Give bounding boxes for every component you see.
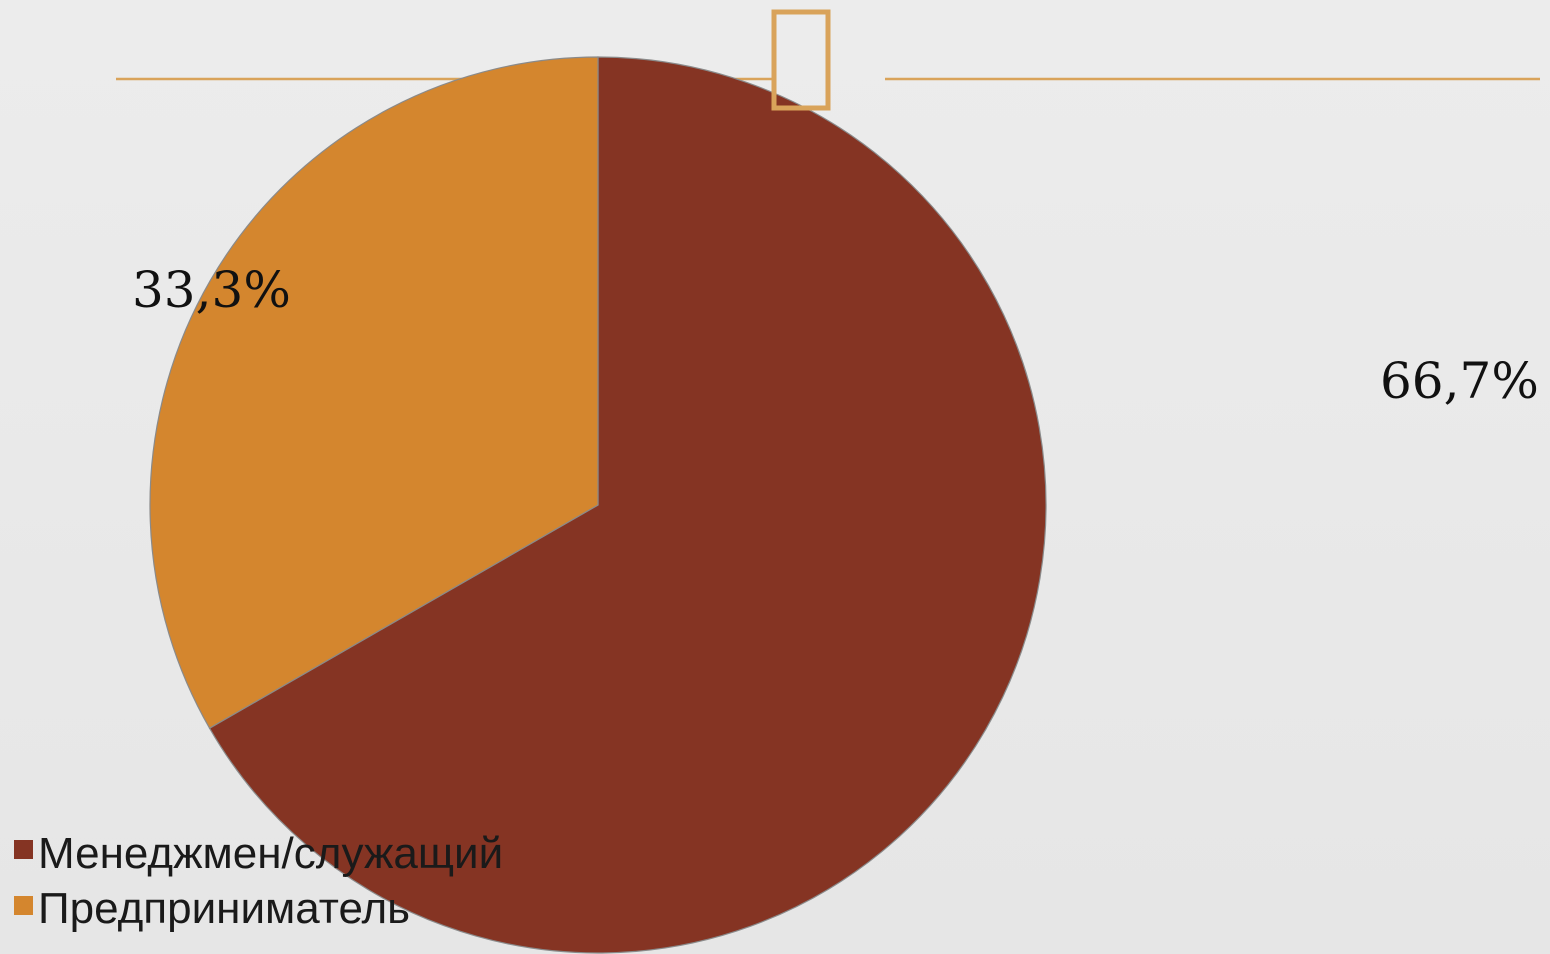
legend-label-entrepreneur: Предприниматель bbox=[38, 884, 410, 933]
slice-label-entrepreneur: 33,3% bbox=[132, 261, 291, 319]
header-box-icon bbox=[771, 9, 831, 111]
pie-slices bbox=[149, 56, 1047, 954]
legend-swatch-entrepreneur bbox=[14, 896, 33, 915]
legend-item-manager: Менеджмен/служащий bbox=[14, 829, 503, 878]
slice-label-manager: 66,7% bbox=[1380, 352, 1539, 410]
pie-slice-entrepreneur bbox=[149, 56, 599, 730]
legend-item-entrepreneur: Предприниматель bbox=[14, 884, 410, 933]
pie-slice-manager bbox=[208, 56, 1047, 954]
legend: Менеджмен/служащий Предприниматель bbox=[14, 829, 503, 933]
legend-label-manager: Менеджмен/служащий bbox=[38, 829, 503, 878]
legend-swatch-manager bbox=[14, 840, 33, 859]
